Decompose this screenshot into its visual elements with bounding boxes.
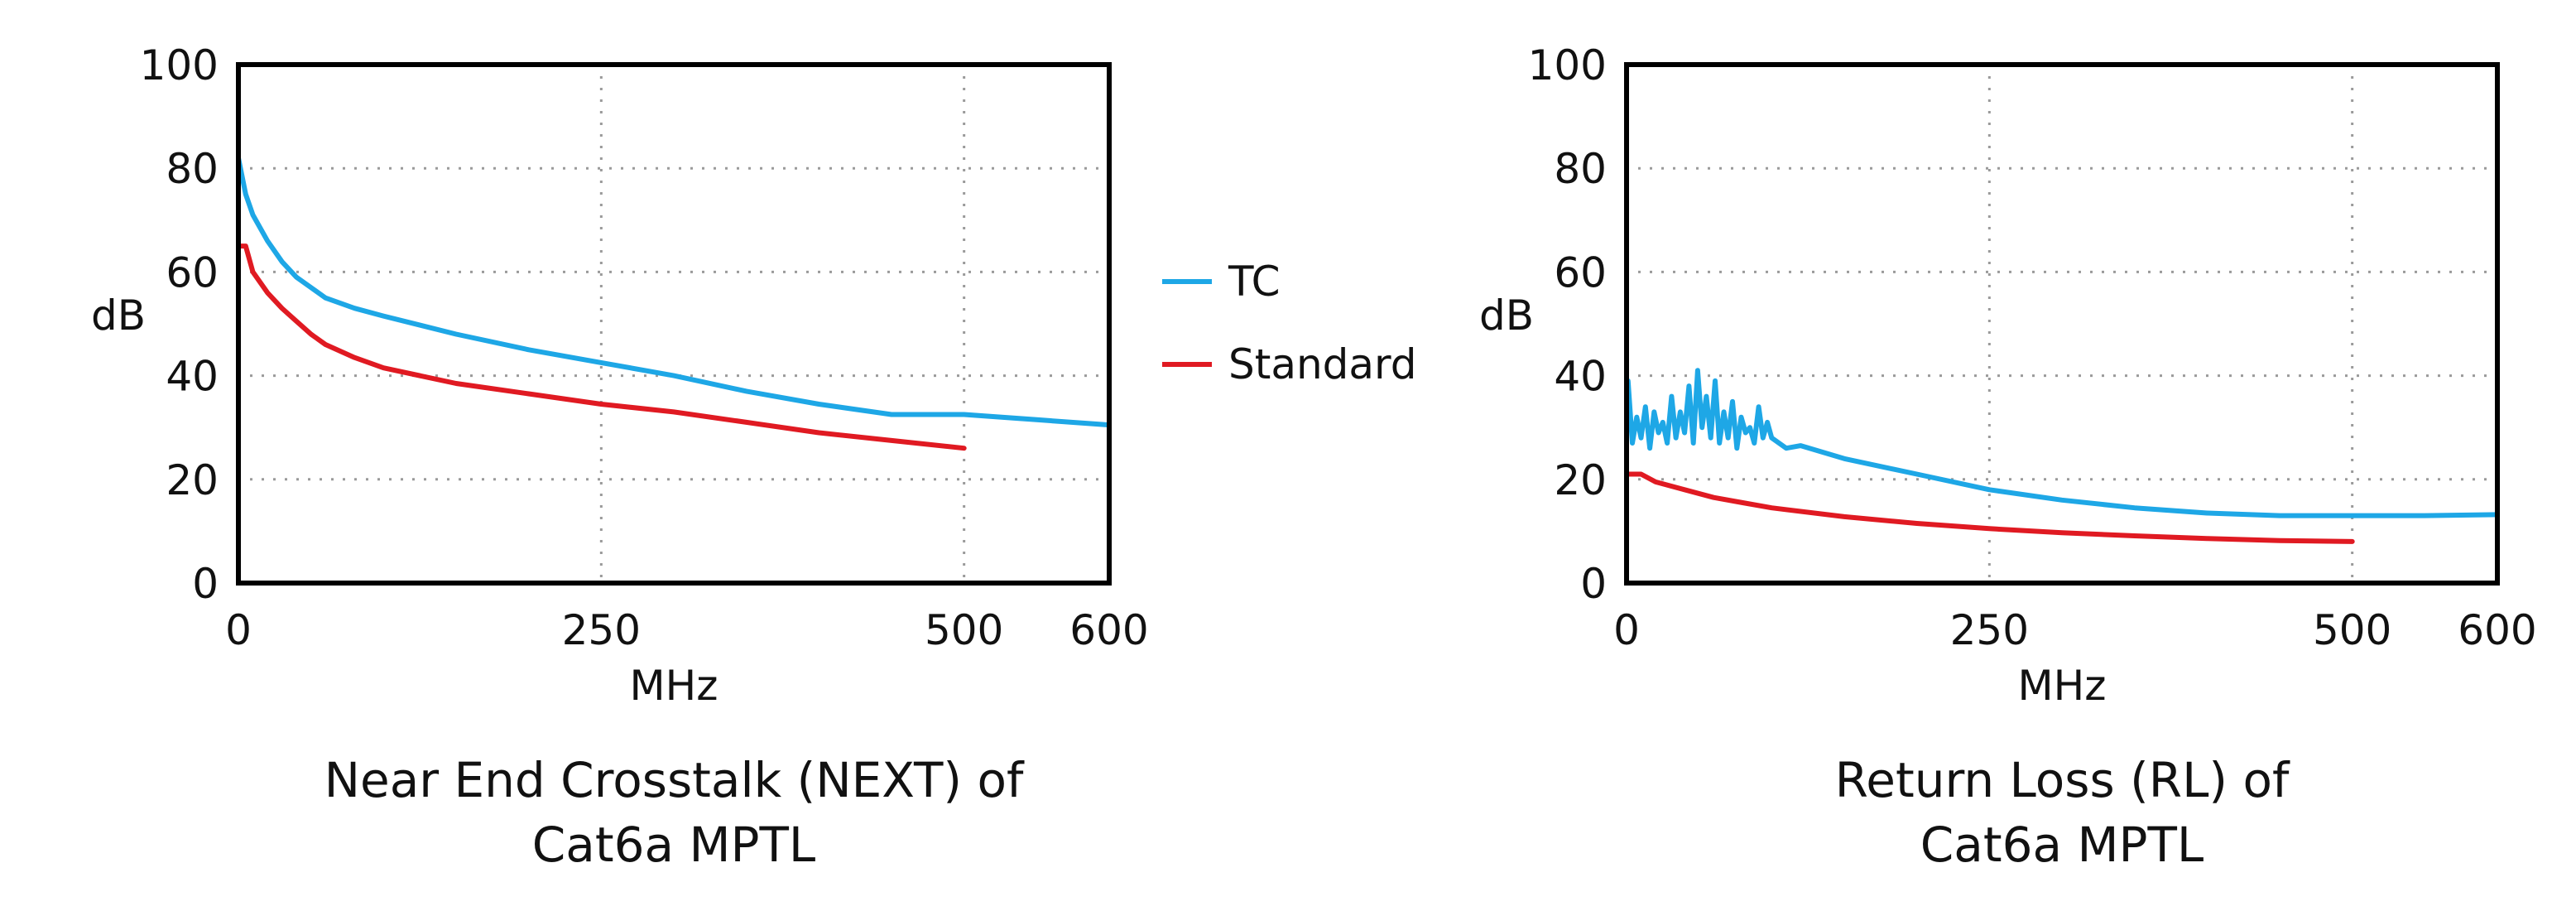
rl-xtick-600: 600	[2458, 606, 2536, 654]
legend: TC Standard	[1162, 258, 1416, 388]
legend-label-tc: TC	[1228, 258, 1281, 306]
next-y-axis-label: dB	[91, 292, 146, 340]
rl-ytick-0: 0	[1580, 560, 1607, 608]
rl-chart-title-line2: Cat6a MPTL	[1920, 817, 2204, 873]
next-ytick-20: 20	[166, 456, 219, 504]
next-y-tick-labels: 0 20 40 60 80 100	[140, 41, 219, 608]
rl-series-tc	[1625, 368, 2500, 518]
rl-series-standard	[1625, 471, 2355, 544]
rl-xtick-0: 0	[1613, 606, 1640, 654]
next-plot-frame	[236, 62, 1112, 586]
rl-x-axis-label: MHz	[2018, 662, 2107, 710]
rl-xtick-250: 250	[1950, 606, 2029, 654]
next-chart-title-line2: Cat6a MPTL	[532, 817, 815, 873]
rl-xtick-500: 500	[2313, 606, 2391, 654]
rl-ytick-40: 40	[1554, 353, 1607, 401]
rl-ytick-100: 100	[1528, 41, 1607, 89]
next-ytick-60: 60	[166, 248, 219, 296]
rl-x-tick-labels: 0 250 500 600	[1613, 606, 2537, 654]
next-ytick-40: 40	[166, 353, 219, 401]
rl-ytick-80: 80	[1554, 145, 1607, 193]
next-series-tc	[236, 155, 1112, 428]
next-xtick-0: 0	[225, 606, 252, 654]
rl-y-axis-label: dB	[1479, 292, 1534, 340]
next-ytick-0: 0	[192, 560, 219, 608]
next-chart: 0 20 40 60 80 100 0 250 500 600 dB MHz Near End …	[91, 41, 1149, 873]
next-series-layer	[236, 155, 1112, 451]
rl-chart-title: Return Loss (RL) of	[1835, 752, 2290, 808]
next-ytick-100: 100	[140, 41, 219, 89]
next-x-axis-label: MHz	[630, 662, 718, 710]
next-xtick-600: 600	[1069, 606, 1148, 654]
next-series-standard	[237, 243, 967, 451]
rl-y-tick-labels: 0 20 40 60 80 100	[1528, 41, 1607, 608]
next-chart-title: Near End Crosstalk (NEXT) of	[324, 752, 1025, 808]
legend-label-standard: Standard	[1228, 340, 1416, 388]
next-ytick-80: 80	[166, 145, 219, 193]
rl-series-layer	[1625, 368, 2500, 544]
next-x-tick-labels: 0 250 500 600	[225, 606, 1149, 654]
rl-ytick-20: 20	[1554, 456, 1607, 504]
rl-ytick-60: 60	[1554, 248, 1607, 296]
next-xtick-500: 500	[925, 606, 1003, 654]
rl-plot-frame	[1624, 62, 2500, 586]
rl-chart: 0 20 40 60 80 100 0 250 500 600 dB MHz Return Lo…	[1479, 41, 2537, 873]
next-xtick-250: 250	[562, 606, 641, 654]
